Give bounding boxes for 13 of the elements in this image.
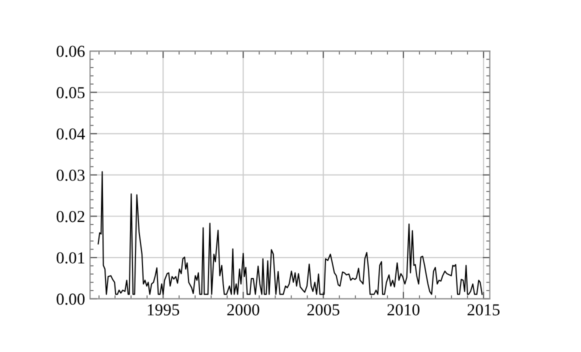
y-tick-label: 0.02 <box>56 210 84 222</box>
x-tick-label: 2015 <box>468 304 500 316</box>
y-tick-label: 0.03 <box>56 170 85 181</box>
x-tick-label: 1995 <box>148 304 180 316</box>
line-series <box>98 171 483 295</box>
y-tick-label: 0.00 <box>56 294 85 305</box>
x-tick-label: 2000 <box>227 304 260 316</box>
y-tick-label: 0.06 <box>56 46 85 58</box>
y-tick-label: 0.01 <box>56 252 84 264</box>
y-tick-label: 0.04 <box>56 128 85 140</box>
x-tick-label: 2010 <box>387 304 420 316</box>
x-tick-label: 2005 <box>307 304 340 316</box>
y-tick-label: 0.05 <box>56 87 85 98</box>
